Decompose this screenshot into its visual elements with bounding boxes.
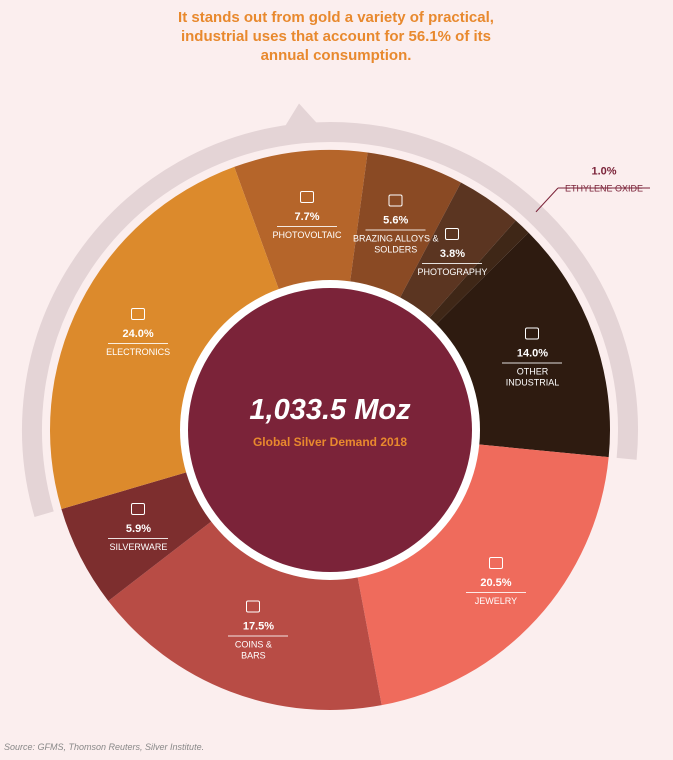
slice [108,518,382,710]
slice-label: 20.5% JEWELRY [451,556,541,607]
slice-label: 24.0% ELECTRONICS [93,308,183,358]
slice-label: 1.0% ETHYLENE OXIDE [549,162,659,195]
bracket-arc [22,122,638,517]
category-label: ELECTRONICS [106,347,171,358]
center-disc [188,288,472,572]
icon [388,194,403,207]
icon [131,502,146,515]
slice-label: 17.5% COINS & BARS [228,600,289,661]
category-label: BRAZING ALLOYS & SOLDERS [352,233,439,255]
value-label: 24.0% [108,328,169,345]
value-label: 7.7% [277,211,337,228]
slice-label: 5.6% BRAZING ALLOYS & SOLDERS [348,194,443,256]
value-label: 5.9% [108,523,169,539]
slice [426,220,529,328]
slice [50,166,281,510]
category-label: COINS & BARS [234,639,272,661]
icon [525,327,540,340]
value-label: 5.6% [365,215,426,231]
icon [131,308,146,321]
center-title: 1,033.5 Moz [249,394,411,426]
category-label: PHOTOVOLTAIC [272,230,342,241]
slice [349,152,461,302]
center-subtitle: Global Silver Demand 2018 [252,435,408,449]
category-label: SILVERWARE [109,541,168,552]
slice-label: 3.8% PHOTOGRAPHY [407,228,497,278]
source: Source: GFMS, Thomson Reuters, Silver In… [4,742,205,752]
slice [397,182,516,322]
value-label: 3.8% [422,248,483,265]
icon [488,556,503,569]
annotation: It stands out from gold a variety of pra… [178,9,494,64]
slice [234,150,368,294]
category-label: PHOTOGRAPHY [417,267,488,278]
icon [445,228,460,241]
value-label: 14.0% [502,347,563,364]
bracket-pointer [285,103,318,127]
icon [300,191,314,204]
category-label: ETHYLENE OXIDE [564,183,644,194]
value-label: 20.5% [465,577,526,593]
slice [61,470,216,601]
slice-label: 5.9% SILVERWARE [93,502,183,553]
value-label: 17.5% [228,620,289,637]
category-label: OTHER INDUSTRIAL [505,366,560,388]
category-label: JEWELRY [474,595,518,606]
slice-label: 14.0% OTHER INDUSTRIAL [492,327,572,388]
icon [246,600,261,613]
leader-line [535,187,559,213]
slice [356,444,609,706]
value-label: 1.0% [591,165,617,178]
slice-label: 7.7% PHOTOVOLTAIC [262,191,352,241]
